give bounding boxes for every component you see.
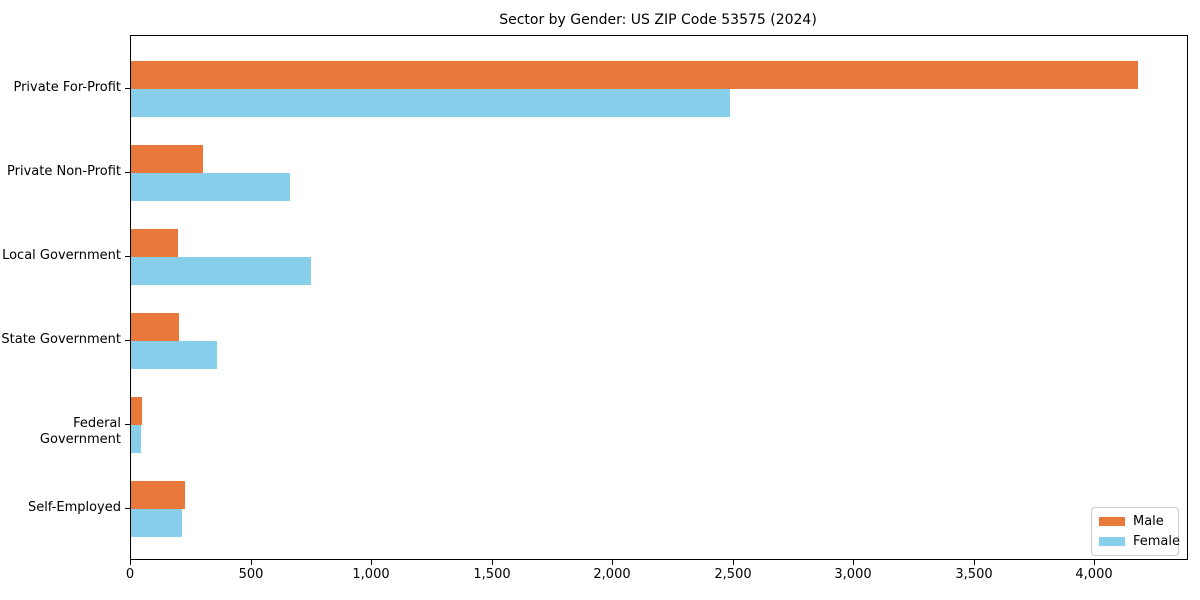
legend-item-male: Male [1099,514,1170,529]
legend: Male Female [1091,507,1180,556]
y-tick-label-private-non-profit: Private Non-Profit [7,164,121,179]
x-tick-4000 [1094,560,1095,565]
bar-male-self-employed [131,481,185,509]
x-tick-0 [130,560,131,565]
legend-label-male: Male [1133,514,1164,529]
x-tick-label-1500: 1,500 [473,567,511,582]
y-tick-label-self-employed: Self-Employed [27,500,121,515]
x-tick-label-2000: 2,000 [593,567,631,582]
x-tick-label-4000: 4,000 [1075,567,1113,582]
bar-female-federal-government [131,425,141,453]
x-tick-2000 [612,560,613,565]
y-tick-state-government [125,340,130,341]
y-tick-label-private-for-profit: Private For-Profit [13,80,121,95]
bar-female-self-employed [131,509,182,537]
legend-swatch-male [1099,517,1125,526]
chart-title: Sector by Gender: US ZIP Code 53575 (202… [499,12,817,28]
bar-female-local-government [131,257,311,285]
y-tick-label-state-government: State Government [1,332,121,347]
y-tick-self-employed [125,508,130,509]
plot-area [130,35,1188,560]
x-tick-1000 [371,560,372,565]
y-tick-private-non-profit [125,172,130,173]
bar-male-private-non-profit [131,145,203,173]
bar-female-private-non-profit [131,173,290,201]
x-tick-label-1000: 1,000 [352,567,390,582]
bar-male-federal-government [131,397,142,425]
legend-label-female: Female [1133,534,1181,549]
bar-male-state-government [131,313,179,341]
x-tick-1500 [492,560,493,565]
bar-female-private-for-profit [131,89,730,117]
x-tick-label-3000: 3,000 [834,567,872,582]
x-tick-label-0: 0 [125,567,135,582]
y-tick-private-for-profit [125,88,130,89]
x-tick-label-3500: 3,500 [955,567,993,582]
x-tick-label-2500: 2,500 [714,567,752,582]
x-tick-3500 [974,560,975,565]
x-tick-2500 [733,560,734,565]
y-tick-federal-government [125,424,130,425]
y-tick-label-local-government: Local Government [2,248,121,263]
x-tick-500 [251,560,252,565]
bar-male-private-for-profit [131,61,1138,89]
bar-female-state-government [131,341,217,369]
y-tick-local-government [125,256,130,257]
y-tick-label-federal-government: Federal Government [39,416,121,447]
x-tick-3000 [853,560,854,565]
legend-item-female: Female [1099,534,1180,549]
legend-swatch-female [1099,537,1125,546]
x-tick-label-500: 500 [238,567,264,582]
bar-male-local-government [131,229,178,257]
